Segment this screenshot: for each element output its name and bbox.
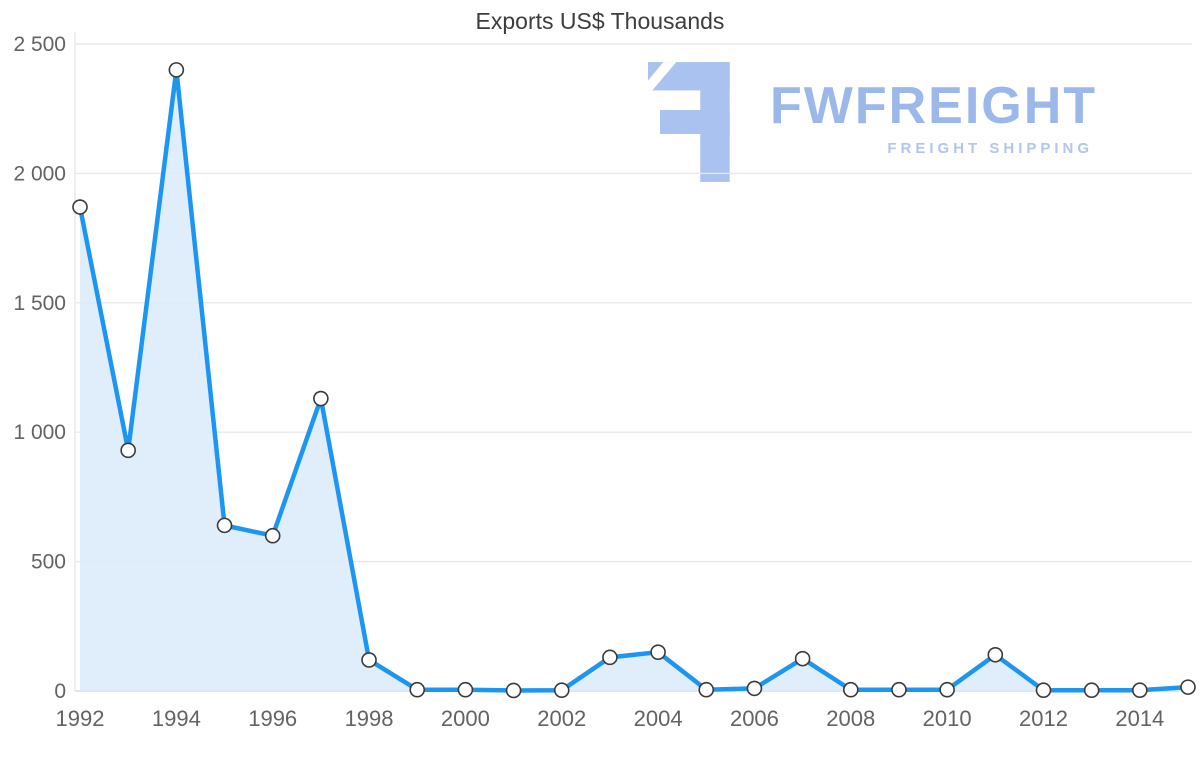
x-axis-label: 2000 [441,706,490,731]
data-point-2006[interactable] [746,680,763,697]
data-point-2002[interactable] [553,682,570,699]
x-axis-label: 1998 [345,706,394,731]
data-point-2008[interactable] [842,681,859,698]
y-axis-label: 1 000 [13,421,66,444]
data-point-2001[interactable] [505,682,522,699]
data-point-2004[interactable] [650,644,666,660]
x-axis-label: 2014 [1115,706,1164,731]
chart-title: Exports US$ Thousands [475,8,725,34]
y-axis-label: 2 500 [13,33,66,56]
x-axis-label: 1994 [152,706,201,731]
x-axis-label: 2008 [826,706,875,731]
y-axis-label: 0 [54,680,66,703]
data-point-1996[interactable] [264,527,281,544]
x-axis-label: 2006 [730,706,779,731]
y-axis-label: 500 [31,551,66,574]
x-axis-label: 2002 [537,706,586,731]
data-point-1999[interactable] [409,681,426,698]
data-point-2000[interactable] [457,681,474,698]
x-axis-label: 1996 [248,706,297,731]
data-point-2005[interactable] [698,681,715,698]
data-point-2003[interactable] [602,649,618,666]
data-point-2014[interactable] [1132,682,1148,699]
x-axis-label: 2012 [1019,706,1068,731]
area-fill [80,69,1188,691]
data-point-1994[interactable] [168,62,185,78]
x-axis-label: 2004 [634,706,683,731]
data-point-1997[interactable] [313,390,329,407]
data-point-2015[interactable] [1180,679,1196,695]
data-point-1992[interactable] [72,199,88,215]
data-point-1998[interactable] [361,652,377,668]
trend-line [77,67,1191,693]
data-point-2007[interactable] [794,650,811,667]
data-point-1995[interactable] [216,517,233,534]
data-point-2010[interactable] [939,681,955,698]
y-axis-label: 1 500 [13,292,66,315]
y-axis-label: 2 000 [13,162,66,185]
data-point-2009[interactable] [891,681,907,698]
data-point-1993[interactable] [120,442,136,459]
x-axis-label: 2010 [923,706,972,731]
x-axis-label: 1992 [56,706,105,731]
data-point-2012[interactable] [1035,682,1052,699]
data-point-2013[interactable] [1083,682,1100,699]
data-point-2011[interactable] [987,646,1004,663]
